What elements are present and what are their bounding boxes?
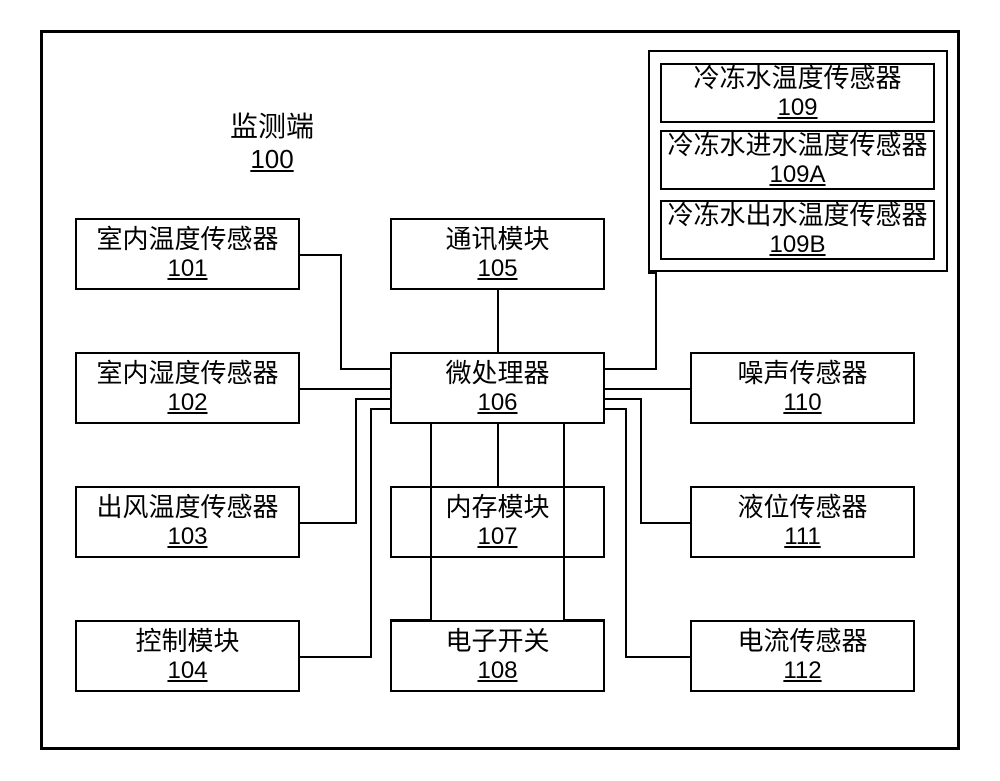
- wire: [605, 388, 690, 390]
- block-label: 室内湿度传感器: [96, 359, 278, 389]
- wire: [370, 408, 390, 410]
- wire: [640, 522, 690, 524]
- wire: [605, 368, 655, 370]
- wire: [300, 522, 355, 524]
- block-num: 103: [167, 523, 207, 551]
- wire: [625, 408, 627, 658]
- block-106: 微处理器 106: [390, 352, 605, 424]
- block-label: 冷冻水出水温度传感器: [667, 201, 927, 231]
- block-num: 109: [777, 94, 817, 122]
- diagram-canvas: 监测端 100 室内温度传感器 101 室内湿度传感器 102 出风温度传感器 …: [0, 0, 1000, 781]
- block-label: 控制模块: [135, 627, 239, 657]
- block-num: 108: [477, 657, 517, 685]
- block-label: 电子开关: [445, 627, 549, 657]
- block-num: 111: [784, 523, 820, 551]
- wire: [300, 388, 390, 390]
- wire: [340, 368, 390, 370]
- block-label: 冷冻水进水温度传感器: [667, 131, 927, 161]
- wire: [300, 254, 340, 256]
- block-num: 106: [477, 389, 517, 417]
- wire: [355, 398, 357, 524]
- block-num: 102: [167, 389, 207, 417]
- block-102: 室内湿度传感器 102: [75, 352, 300, 424]
- wire: [497, 290, 499, 352]
- diagram-title: 监测端 100: [230, 110, 314, 175]
- title-num: 100: [230, 144, 314, 175]
- block-num: 104: [167, 657, 207, 685]
- block-107: 内存模块 107: [390, 486, 605, 558]
- block-num: 107: [477, 523, 517, 551]
- block-label: 电流传感器: [737, 627, 867, 657]
- block-105: 通讯模块 105: [390, 218, 605, 290]
- block-103: 出风温度传感器 103: [75, 486, 300, 558]
- wire: [648, 272, 657, 274]
- block-112: 电流传感器 112: [690, 620, 915, 692]
- wire: [355, 398, 390, 400]
- block-label: 冷冻水温度传感器: [693, 64, 901, 94]
- block-num: 105: [477, 255, 517, 283]
- block-104: 控制模块 104: [75, 620, 300, 692]
- wire: [605, 408, 627, 410]
- block-109A: 冷冻水进水温度传感器 109A: [660, 130, 935, 190]
- block-num: 109A: [769, 161, 825, 189]
- wire: [497, 424, 499, 486]
- block-110: 噪声传感器 110: [690, 352, 915, 424]
- block-109B: 冷冻水出水温度传感器 109B: [660, 200, 935, 260]
- block-108: 电子开关 108: [390, 620, 605, 692]
- wire: [605, 398, 642, 400]
- block-num: 109B: [769, 231, 825, 259]
- block-label: 内存模块: [445, 493, 549, 523]
- wire: [655, 272, 657, 370]
- wire: [370, 408, 372, 658]
- wire: [563, 619, 605, 621]
- wire: [300, 656, 370, 658]
- wire: [390, 619, 431, 621]
- block-label: 液位传感器: [737, 493, 867, 523]
- block-101: 室内温度传感器 101: [75, 218, 300, 290]
- block-num: 101: [167, 255, 207, 283]
- title-label: 监测端: [230, 110, 314, 144]
- block-label: 室内温度传感器: [96, 225, 278, 255]
- wire: [340, 254, 342, 370]
- block-label: 出风温度传感器: [96, 493, 278, 523]
- block-109: 冷冻水温度传感器 109: [660, 63, 935, 123]
- wire: [563, 424, 565, 620]
- block-label: 微处理器: [445, 359, 549, 389]
- block-111: 液位传感器 111: [690, 486, 915, 558]
- wire: [640, 398, 642, 524]
- block-num: 110: [783, 389, 821, 417]
- block-label: 噪声传感器: [737, 359, 867, 389]
- wire: [430, 424, 432, 620]
- block-num: 112: [783, 657, 821, 685]
- wire: [625, 656, 690, 658]
- block-label: 通讯模块: [445, 225, 549, 255]
